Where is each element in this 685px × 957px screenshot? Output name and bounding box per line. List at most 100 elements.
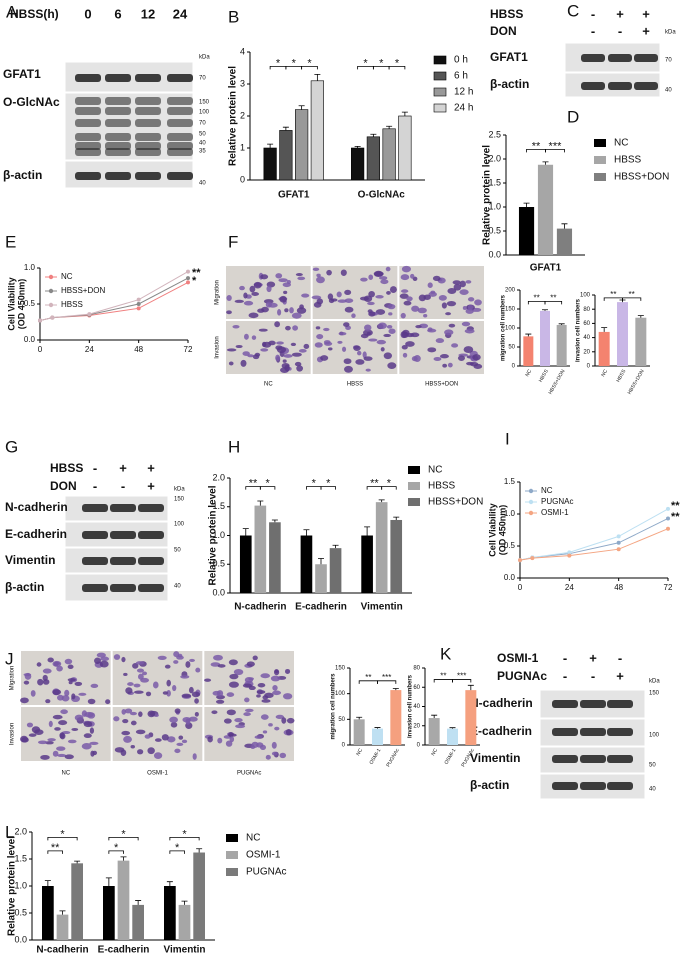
cell [441,302,447,309]
y-tick-label: 0.5 [24,299,36,308]
significance-label: ** [629,290,635,299]
significance-label: * [292,57,297,69]
legend-label: HBSS+DON [428,497,483,508]
cell [99,660,109,668]
cell [282,693,293,700]
cell [343,322,350,327]
cell [279,295,287,303]
cell [423,294,431,300]
cell [447,362,453,368]
cell [276,346,287,354]
cell [282,282,291,288]
cell [282,359,287,363]
cell [362,351,367,359]
kda-marker: 150 [649,691,660,697]
cell [451,343,459,348]
bar [279,130,293,181]
bar [329,548,342,593]
y-tick-label: 20 [583,349,590,355]
point [567,550,572,555]
y-tick-label: 0 [342,743,346,749]
category-label: NC [524,368,533,378]
cell [314,342,323,348]
cell [327,347,333,351]
cell [195,667,201,673]
cell [40,754,50,760]
cell [377,322,387,329]
error-bar [542,309,548,311]
legend-label: 12 h [454,87,473,98]
y-tick-label: 50 [338,717,345,723]
cell [180,674,190,679]
y-tick-label: 0.5 [504,541,516,550]
cell [338,332,347,336]
cell [127,682,134,686]
lane-label: + [642,6,650,21]
significance-bracket [452,679,472,683]
significance-label: * [307,57,312,69]
cell [140,677,150,683]
row-label: GFAT1 [490,50,528,64]
cell [276,341,284,345]
cell [428,291,437,297]
cell [387,362,397,370]
y-tick-label: 0.5 [14,907,27,917]
error-bar [166,881,173,886]
cell [465,280,472,284]
cell [379,276,388,280]
cell [135,661,145,665]
cell [60,709,68,715]
cell [239,285,245,291]
blot-band [581,54,605,62]
bar [164,886,176,940]
panel-letter: F [228,232,238,251]
cell [459,289,469,296]
cell [427,282,433,288]
lane-label: - [591,23,595,38]
cell [344,289,352,295]
cell [254,352,261,357]
bar [269,522,281,593]
category-label: NC [600,368,609,378]
cell [291,312,302,319]
cell [262,730,268,734]
cell [234,718,243,723]
cell [427,328,437,333]
cell [252,655,258,661]
row-label: E-cadherin [5,527,67,541]
point [136,306,141,311]
cell [229,673,239,680]
point [518,558,522,563]
legend-label: OSMI-1 [246,850,281,861]
cell [375,295,384,299]
cell [385,266,391,272]
cell [251,335,257,340]
cell [357,350,362,356]
cell [52,750,59,757]
cell [133,683,141,688]
cell [48,720,53,728]
cell [207,736,213,743]
bar [375,502,388,593]
significance-label: ** [532,140,541,152]
cell [281,717,287,724]
significance-label: ** [51,842,60,854]
cell [147,710,156,718]
cell [323,327,330,332]
y-tick-label: 0.0 [488,249,501,259]
error-bar [637,315,644,318]
legend-label: HBSS [614,155,642,166]
cell [463,346,474,354]
error-bar [393,516,400,520]
cell [217,737,223,744]
category-label: HBSS [538,368,550,383]
lane-label: 6 [114,6,121,21]
cell [42,674,48,681]
legend-label: HBSS [428,481,456,492]
panel-letter: H [228,437,240,456]
cell [52,689,62,696]
cell [388,328,396,334]
lane-label: - [591,668,595,683]
cell [172,684,177,692]
cell [147,747,155,755]
